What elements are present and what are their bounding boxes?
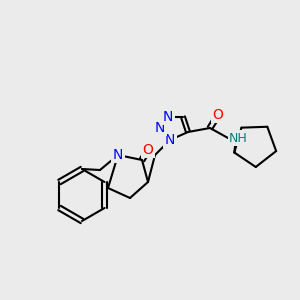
Text: N: N xyxy=(113,148,123,162)
Text: O: O xyxy=(142,143,153,157)
Text: N: N xyxy=(165,133,175,147)
Text: N: N xyxy=(155,121,165,135)
Text: N: N xyxy=(163,110,173,124)
Text: O: O xyxy=(213,108,224,122)
Text: NH: NH xyxy=(229,131,248,145)
